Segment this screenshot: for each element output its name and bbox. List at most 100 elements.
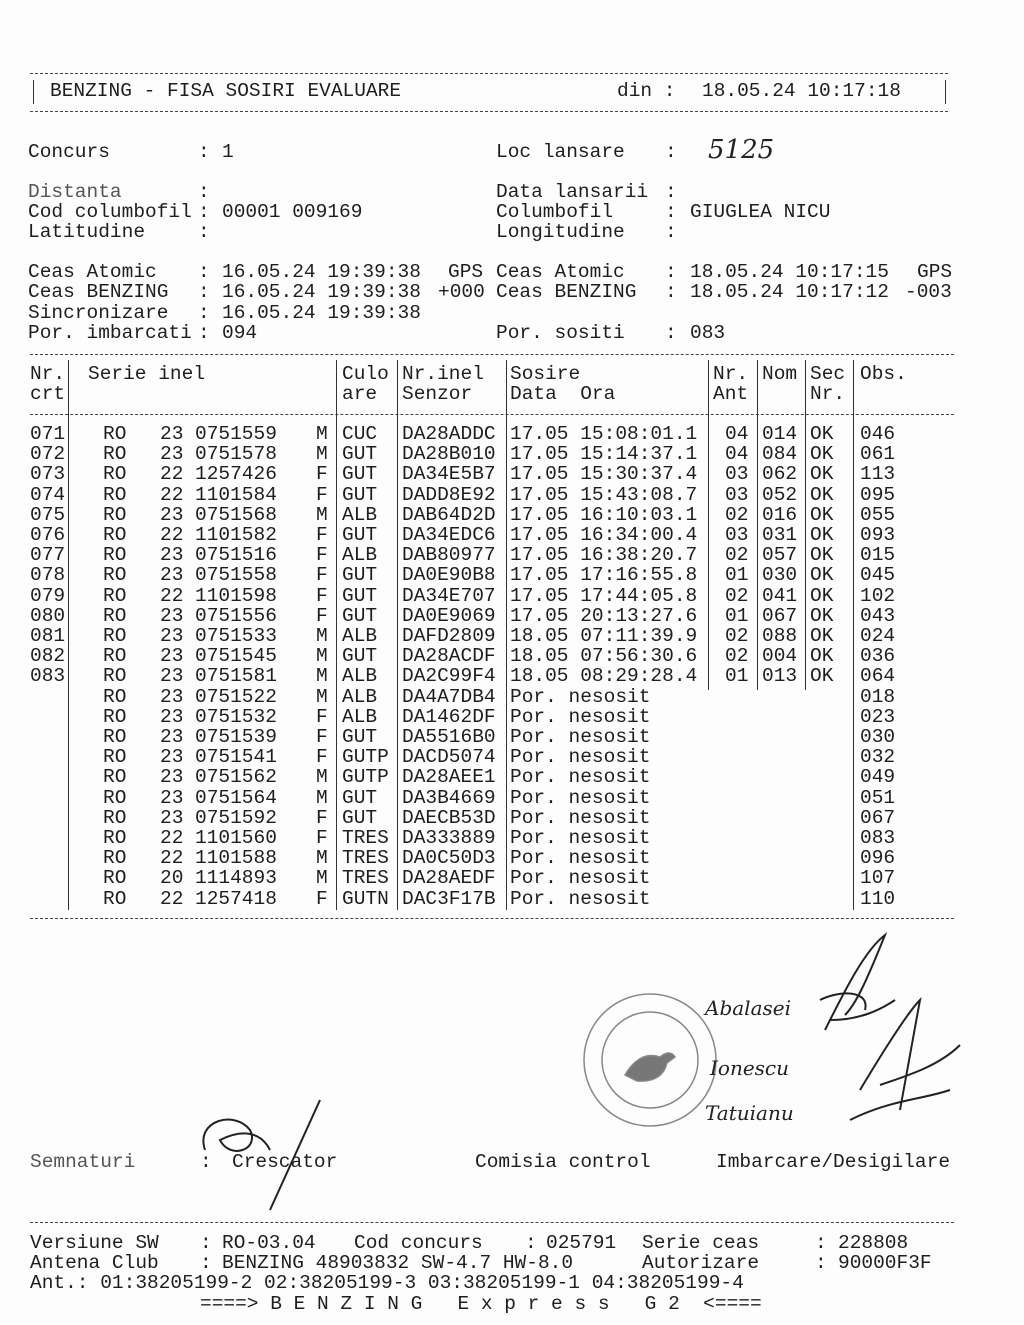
sex-cell: F [316, 564, 328, 587]
sensor-ring-cell: DA3B4669 [402, 786, 496, 809]
arrival-cell: Por. nesosit [510, 847, 651, 870]
observation-cell: 095 [860, 483, 896, 506]
observation-cell: 024 [860, 625, 896, 647]
observation-cell: 032 [860, 746, 896, 769]
ring-number-cell: 0751522 [195, 685, 277, 708]
color-cell: GUT [342, 645, 378, 668]
color-cell: ALB [342, 625, 378, 647]
color-cell: GUT [342, 584, 378, 607]
sensor-ring-cell: DA28ADDC [402, 423, 496, 445]
nominal-cell: 030 [762, 564, 798, 587]
clock-label: Ceas Atomic [28, 261, 157, 283]
clock-value: 16.05.24 19:39:38 [222, 261, 421, 283]
sensor-ring-cell: DAFD2809 [402, 625, 496, 647]
ring-year-cell: 22 [160, 584, 184, 607]
arrival-cell: 17.05 15:08:01.1 [510, 423, 698, 445]
country-cell: RO [103, 503, 127, 526]
sensor-ring-cell: DAB64D2D [402, 503, 496, 526]
ring-number-cell: 0751578 [195, 443, 277, 466]
antenna-cell: 03 [725, 463, 749, 486]
handwritten-name: Ionescu [709, 1056, 789, 1080]
ring-year-cell: 23 [160, 665, 184, 688]
antenna-cell: 02 [725, 584, 749, 607]
colon: : [665, 261, 677, 283]
nominal-cell: 013 [762, 665, 798, 688]
stamp-icon [583, 993, 717, 1127]
observation-cell: 064 [860, 665, 896, 688]
arrival-cell: 17.05 20:13:27.6 [510, 604, 698, 627]
sensor-ring-cell: DAECB53D [402, 806, 496, 829]
columbofil-value: GIUGLEA NICU [690, 201, 831, 223]
clock-suffix: -003 [905, 281, 952, 304]
ring-year-cell: 23 [160, 604, 184, 627]
sensor-ring-cell: DAB80977 [402, 544, 496, 567]
nominal-cell: 067 [762, 604, 798, 627]
ring-year-cell: 22 [160, 887, 184, 910]
sositi-label: Por. sositi [496, 322, 625, 344]
ring-number-cell: 1257418 [195, 887, 277, 910]
color-cell: GUTP [342, 766, 389, 789]
observation-cell: 067 [860, 806, 896, 829]
ring-year-cell: 23 [160, 806, 184, 829]
column-divider [397, 360, 398, 910]
sensor-ring-cell: DADD8E92 [402, 483, 496, 506]
observation-cell: 096 [860, 847, 896, 870]
colon: : [665, 322, 677, 344]
arrival-cell: 17.05 16:34:00.4 [510, 524, 698, 546]
nominal-cell: 014 [762, 423, 798, 445]
sensor-ring-cell: DA0E90B8 [402, 564, 496, 587]
antenna-cell: 02 [725, 544, 749, 567]
color-cell: GUTP [342, 746, 389, 769]
row-number-cell: 078 [30, 564, 66, 587]
row-number-cell: 082 [30, 645, 66, 668]
nominal-cell: 088 [762, 625, 798, 647]
colon: : [815, 1232, 827, 1254]
ring-year-cell: 23 [160, 443, 184, 466]
ring-number-cell: 0751533 [195, 625, 277, 647]
country-cell: RO [103, 847, 127, 870]
column-header: are [342, 383, 378, 405]
loc-lansare-label: Loc lansare [496, 141, 625, 163]
security-cell: OK [810, 604, 834, 627]
security-cell: OK [810, 423, 834, 445]
security-cell: OK [810, 524, 834, 546]
country-cell: RO [103, 786, 127, 809]
country-cell: RO [103, 827, 127, 849]
color-cell: GUT [342, 443, 378, 466]
column-divider [853, 360, 854, 910]
country-cell: RO [103, 604, 127, 627]
document-title: BENZING - FISA SOSIRI EVALUARE [50, 80, 402, 102]
colon: : [198, 181, 210, 203]
antenna-cell: 04 [725, 443, 749, 466]
ring-number-cell: 1101588 [195, 847, 277, 870]
ring-number-cell: 0751532 [195, 705, 277, 728]
column-header: Nom [762, 363, 798, 385]
sex-cell: M [316, 786, 328, 809]
ring-year-cell: 23 [160, 423, 184, 445]
nominal-cell: 084 [762, 443, 798, 466]
sex-cell: F [316, 483, 328, 506]
country-cell: RO [103, 483, 127, 506]
column-divider [506, 360, 507, 910]
sensor-ring-cell: DA28B010 [402, 443, 496, 466]
column-header: Data Ora [510, 383, 616, 405]
semnaturi-label: Semnaturi [30, 1151, 136, 1173]
benzing-banner: ====> B E N Z I N G E x p r e s s G 2 <=… [200, 1293, 762, 1315]
country-cell: RO [103, 806, 127, 829]
concurs-label: Concurs [28, 141, 110, 163]
security-cell: OK [810, 483, 834, 506]
sensor-ring-cell: DA5516B0 [402, 726, 496, 748]
observation-cell: 045 [860, 564, 896, 587]
sex-cell: F [316, 887, 328, 910]
sex-cell: F [316, 827, 328, 849]
ring-number-cell: 0751559 [195, 423, 277, 445]
observation-cell: 046 [860, 423, 896, 445]
security-cell: OK [810, 665, 834, 688]
sex-cell: M [316, 443, 328, 466]
ring-number-cell: 0751558 [195, 564, 277, 587]
ring-year-cell: 23 [160, 625, 184, 647]
antena-value: BENZING 48903832 SW-4.7 HW-8.0 [222, 1252, 574, 1274]
arrival-cell: 18.05 07:56:30.6 [510, 645, 698, 668]
serie-ceas-label: Serie ceas [642, 1232, 760, 1254]
